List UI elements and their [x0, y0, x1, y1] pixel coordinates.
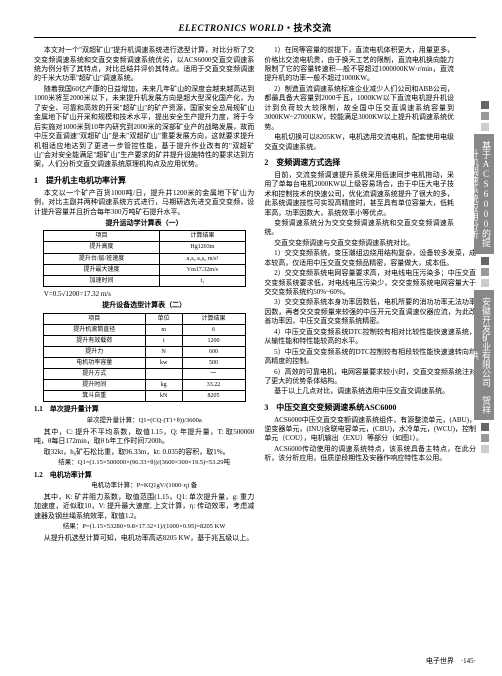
- s11-p1: 其中，C: 提升不平均系数，取值1.15，Q: 年提升量，T: 取500000吨…: [34, 428, 254, 447]
- s2-p5: 2）交交变频系统电网容量要求高，对电线电压污染多；中压交直交变频系统要求低，对电…: [264, 269, 476, 297]
- decor-square: [481, 279, 489, 287]
- table-2-caption: 提升设备选型计算表（二）: [34, 301, 254, 310]
- s1-p1: 本文以一个矿产百货1000吨/日，提升井1200米的金属地下矿山为例，对比主副并…: [34, 189, 254, 217]
- page-header: ELECTRONICS WORLD・技术交流: [34, 22, 476, 38]
- table-2: 项目单位计算结果 提升机滚筒直径m6 提升有效载荷t1200 提升力N600 电…: [43, 313, 246, 403]
- decor-square: [481, 257, 489, 265]
- decor-square: [481, 112, 489, 120]
- section-1-title: 1 提升机主电机功率计算: [34, 176, 254, 187]
- table-1: 项目计算结果 提升高度Hg1203m 提升台/层/班速度a₁s₀ a₃s₀ m/…: [43, 230, 246, 286]
- author-vertical: 安徽开发矿业有限公司 贺祥洪: [474, 290, 494, 420]
- r-p1: 1）在同等容量的前提下，直流电机体积更大，用量更多，价格比交流电机贵，由于换天工…: [264, 46, 454, 84]
- section-2-title: 2 变频调速方式选择: [264, 158, 454, 169]
- left-column: 本文对一个"双超矿山"提升机调速系统进行选型计算，对比分析了交交变频调速系统和交…: [34, 46, 254, 544]
- s2-p1: 目前，交流变频调速提升系统采用低速同步电机拖动，采用了单每台电机2000KW以上…: [264, 171, 454, 218]
- formula-q1-result: 结果：Q1=(1.15×500000×(96.33+θ))/(3600×300×…: [34, 459, 254, 468]
- s2-p3: 交直交变频调速与交直交变频调速系统对比。: [264, 239, 454, 248]
- formula-q1: 单次提升量计算：Q1=(CQ·(T1+θ))/3600a: [34, 417, 254, 426]
- section-1-1-title: 1.1 单次提升量计算: [34, 405, 254, 414]
- s3-p1: ACS6000中压交直交变额调速系统组件，有源整流单元，(ABU)，逆变器单元，…: [264, 416, 476, 444]
- section-3-title: 3 中压交直交变频调速系统ASC6000: [264, 403, 476, 414]
- s2-p8: 5）中压交直交变频系统的DTC控制较有相段较性能快速速转向和高精度的控制。: [264, 348, 476, 367]
- article-title-vertical: 基于ACS6000的提升机调速系统应用分析: [474, 134, 494, 254]
- decor-square: [481, 423, 489, 431]
- formula-p: 电机功率计算：P=KQ1gV/(1000·η) 备: [34, 482, 254, 491]
- s2-p2: 变频调速系统分为交交变频调速系统和交直交变频调速系统。: [264, 219, 454, 238]
- s2-p9: 6）高效的可靠电机，电网容量要求较小|时，交直交变频系统注对了更大的优势条体结构…: [264, 368, 476, 387]
- right-column: 1）在同等容量的前提下，直流电机体积更大，用量更多，价格比交流电机贵，由于换天工…: [264, 46, 476, 544]
- section-1-2-title: 1.2 电机功率计算: [34, 471, 254, 480]
- s2-p4: 1）交交变频系统，变压潮组边绕用结构复杂，设备较多发菜，成本较高，仅适用中压交直…: [264, 249, 476, 268]
- s2-p7: 4）中压交直交变频系统DTC控制较有相对比较性能快速速系统，从输性能和特性能较高…: [264, 328, 476, 347]
- r-p3: 电机切换可以8205KW，电机选用交流电机，配套使用电级交直交调速系统。: [264, 133, 454, 152]
- s11-p2: 取32kt，h₀矿石松比重，取96.33m，kt: 0.035的容积，取1%。: [34, 448, 254, 457]
- intro-p2: 随着我国60亿产康的日益增加，未来几年矿山的深度会越来越高达到1000米将至20…: [34, 85, 254, 170]
- decor-square: [481, 445, 489, 453]
- table-1-caption: 提升运动学计算表（一）: [34, 219, 254, 228]
- decor-square: [481, 123, 489, 131]
- decor-square: [481, 434, 489, 442]
- formula-p-result: 结果：P=(1.15×53280×9.8×17.32×1)/(1000×0.95…: [34, 523, 254, 532]
- s12-p2: 从提升机选型计算可知，电机功率高达8205 KW，基于兆瓦级以上。: [34, 534, 254, 543]
- page-number: 电子世界 ·145·: [426, 657, 476, 666]
- s2-p6: 3）交交变频系统本身功率因数低，电机所要的消功功率无法功率因数，再者交交变频量来…: [264, 298, 476, 326]
- decor-square: [481, 101, 489, 109]
- s2-p10: 基于以上几点对比，调速系统选用中压交直交调速系统。: [264, 387, 476, 396]
- decor-square: [481, 268, 489, 276]
- formula-v: V=0.5√1200=17.32 m/s: [34, 290, 254, 299]
- r-p2: 2）制造直流调速系统标准企业减少人们公司和ABB公司，都最具备大容量到2000千…: [264, 85, 454, 132]
- s12-p1: 其中，K: 矿井阻力系数，取值范围(1.15，Q1: 单次提升量，g: 重力加速…: [34, 493, 254, 521]
- intro-p1: 本文对一个"双超矿山"提升机调速系统进行选型计算，对比分析了交交变频调速系统和交…: [34, 46, 254, 84]
- title-sidebar: 基于ACS6000的提升机调速系统应用分析 安徽开发矿业有限公司 贺祥洪: [472, 98, 496, 456]
- s3-p2: ACS6000传动使用的调速系统特点，该系统具备主特点，在此分析，该分析应用，低…: [264, 445, 476, 464]
